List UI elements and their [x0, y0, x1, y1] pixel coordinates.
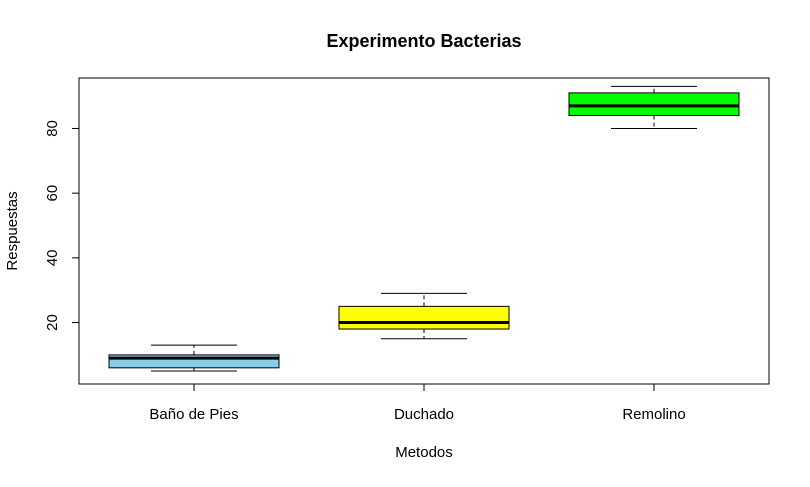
- box-1-iqr: [338, 305, 510, 330]
- y-tick-label-60: 60: [44, 185, 61, 202]
- y-axis-title: Respuestas: [4, 191, 21, 270]
- box-2-iqr: [568, 92, 740, 117]
- y-tick-label-20: 20: [44, 314, 61, 331]
- chart-marks: 20 40 60 80 Baño de Pies Duchado Remolino: [44, 85, 740, 423]
- y-tick-label-80: 80: [44, 120, 61, 137]
- x-tick-label-1: Duchado: [394, 406, 454, 423]
- chart-title: Experimento Bacterias: [326, 31, 521, 51]
- y-tick-label-40: 40: [44, 250, 61, 267]
- x-tick-label-2: Remolino: [622, 406, 685, 423]
- x-axis-title: Metodos: [395, 444, 453, 461]
- x-tick-label-0: Baño de Pies: [149, 406, 238, 423]
